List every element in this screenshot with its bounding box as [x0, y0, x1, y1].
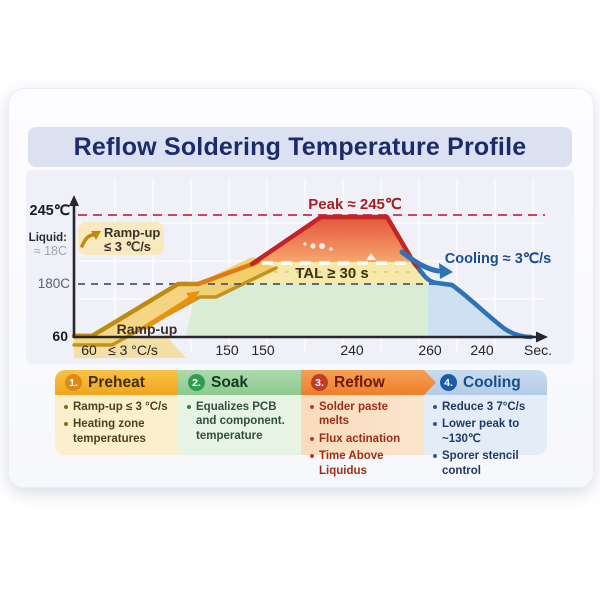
phase-body-preheat: Ramp-up ≤ 3 °C/s Heating zone temperatur… — [55, 395, 178, 455]
ramp-up-label: Ramp-up — [117, 321, 178, 337]
bullet-icon — [310, 436, 314, 441]
badge-line1: Ramp-up — [104, 225, 160, 240]
phase-box-cooling: 4. Cooling Reduce 3 7°C/s Lower peak to … — [424, 370, 547, 477]
x-tick-labels: 60 ≤ 3 °C/s 150 150 240 260 240 Sec. — [81, 342, 552, 358]
page-title: Reflow Soldering Temperature Profile — [73, 132, 527, 161]
phase-number-badge: 4. — [440, 374, 457, 391]
phase-title: Cooling — [463, 373, 521, 391]
ytick-245: 245℃ — [30, 203, 71, 219]
bullet-text: Heating zone temperatures — [73, 418, 146, 445]
xtick-240b: 240 — [470, 342, 494, 358]
xtick-240a: 240 — [340, 342, 364, 358]
y-axis-arrow-icon — [69, 195, 79, 206]
cooling-arrow-icon — [399, 249, 441, 274]
bullet-icon — [64, 422, 68, 427]
ytick-liquid: Liquid: — [29, 232, 67, 244]
phase-number-badge: 3. — [311, 374, 328, 391]
title-band: Reflow Soldering Temperature Profile — [28, 127, 572, 167]
ramp-curve-arrow-icon — [143, 296, 193, 330]
ytick-218: ≈ 18C — [34, 244, 67, 258]
xtick-60: 60 — [81, 342, 97, 358]
phase-title: Preheat — [88, 373, 145, 391]
axes — [72, 203, 538, 339]
curve-soak-ramp-segment — [195, 259, 261, 287]
ramp-ribbon-lower-edge — [72, 266, 278, 347]
ramp-ribbon-fill — [74, 257, 276, 345]
rampup-badge: Ramp-up ≤ 3 ℃/s — [78, 222, 164, 255]
phase-number-badge: 2. — [188, 374, 205, 391]
phase-title: Soak — [211, 373, 249, 391]
phase-header-preheat: 1. Preheat — [55, 370, 178, 395]
reflow-peak-fill — [258, 218, 414, 262]
bullet-text: Ramp-up ≤ 3 °C/s — [73, 401, 168, 413]
temperature-profile-chart: Ramp-up ≤ 3 ℃/s 245℃ Liquid: ≈ 18C 180C … — [26, 170, 574, 364]
xtick-260: 260 — [418, 342, 442, 358]
xtick-150a: 150 — [215, 342, 239, 358]
peak-annotation: Peak ≈ 245℃ — [308, 196, 402, 213]
phase-header-cooling: 4. Cooling — [424, 370, 547, 395]
ytick-60: 60 — [52, 328, 68, 344]
bullet-icon — [187, 405, 191, 409]
xtick-rate: ≤ 3 °C/s — [108, 342, 158, 358]
x-axis-arrow-icon — [536, 331, 548, 343]
phase-body-cooling: Reduce 3 7°C/s Lower peak to ~130℃ Spore… — [424, 395, 547, 477]
cooling-arrowhead-icon — [439, 263, 453, 279]
bullet-text: Time Above Liquidus — [319, 450, 384, 477]
cooling-area-fill — [428, 284, 530, 337]
bullet-text: Lower peak to ~130℃ — [442, 418, 520, 445]
curve-cooling-segment — [416, 266, 534, 340]
rampup-arrowhead-icon — [91, 231, 101, 240]
xtick-150b: 150 — [251, 342, 275, 358]
bullet-text: Equalizes PCB and component. temperature — [196, 401, 285, 442]
phase-legend-strip: 1. Preheat Ramp-up ≤ 3 °C/s Heating zone… — [55, 370, 547, 477]
phase-title: Reflow — [334, 373, 385, 391]
phase-box-reflow: 3. Reflow Solder paste melts Flux actina… — [301, 370, 424, 477]
xtick-sec: Sec. — [524, 342, 552, 358]
solder-dots-icon — [303, 242, 376, 260]
ytick-180: 180C — [38, 276, 71, 291]
phase-header-soak: 2. Soak — [178, 370, 301, 395]
soak-area-fill — [186, 284, 428, 337]
badge-line2: ≤ 3 ℃/s — [104, 239, 151, 254]
bullet-text: Flux actination — [319, 432, 401, 445]
phase-header-reflow: 3. Reflow — [301, 370, 436, 395]
tal-annotation: TAL ≥ 30 s — [295, 265, 369, 282]
curve-reflow-segment — [249, 214, 426, 277]
bullet-icon — [433, 454, 437, 459]
phase-box-preheat: 1. Preheat Ramp-up ≤ 3 °C/s Heating zone… — [55, 370, 178, 455]
bullet-text: Sporer stencil control — [442, 450, 519, 477]
bullet-text: Reduce 3 7°C/s — [442, 401, 526, 413]
bullet-icon — [433, 422, 437, 427]
ramp-curve-arrowhead-icon — [186, 291, 200, 303]
phase-body-soak: Equalizes PCB and component. temperature — [178, 395, 301, 455]
bullet-text: Solder paste melts — [319, 401, 389, 428]
bullet-icon — [310, 405, 314, 409]
bullet-icon — [64, 405, 68, 409]
phase-body-reflow: Solder paste melts Flux actination Time … — [301, 395, 424, 477]
bullet-icon — [433, 405, 437, 409]
cooling-annotation: Cooling ≈ 3℃/s — [445, 251, 551, 267]
phase-number-badge: 1. — [65, 374, 82, 391]
phase-box-soak: 2. Soak Equalizes PCB and component. tem… — [178, 370, 301, 455]
bullet-icon — [310, 454, 314, 459]
